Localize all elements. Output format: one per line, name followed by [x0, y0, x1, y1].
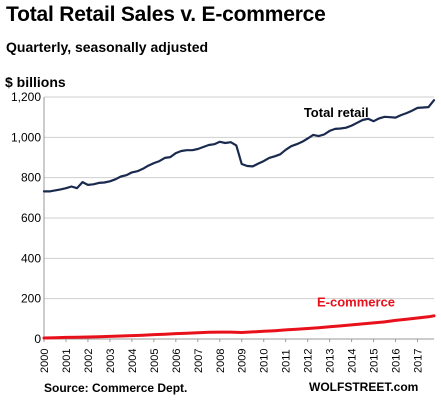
- x-axis-ticks: 2000 2001 2002 2003 2004 2005 2006 2007 2008 2009…: [39, 339, 425, 373]
- x-tick-label: 2017: [413, 349, 425, 373]
- x-tick-label: 2006: [171, 349, 183, 373]
- annotation-total-retail: Total retail: [304, 105, 369, 120]
- annotations: Total retail E-commerce: [304, 105, 395, 310]
- y-axis-ticks: 0 200 400 600 800 1,000 1,200: [11, 90, 41, 346]
- source-note: Source: Commerce Dept.: [44, 381, 188, 395]
- series-line-e-commerce: [42, 314, 436, 340]
- x-tick-label: 2000: [39, 349, 51, 373]
- x-tick-label: 2005: [149, 349, 161, 373]
- x-tick-label: 2008: [215, 349, 227, 373]
- x-tick-label: 2007: [193, 349, 205, 373]
- y-tick-label: 400: [21, 251, 41, 265]
- y-tick-label: 200: [21, 292, 41, 306]
- x-tick-label: 2015: [369, 349, 381, 373]
- x-tick-label: 2010: [259, 349, 271, 373]
- annotation-e-commerce: E-commerce: [317, 295, 395, 310]
- x-tick-label: 2009: [237, 349, 249, 373]
- y-tick-label: 800: [21, 171, 41, 185]
- x-tick-label: 2012: [303, 349, 315, 373]
- x-tick-label: 2002: [83, 349, 95, 373]
- x-tick-label: 2004: [127, 349, 139, 373]
- y-axis-label: $ billions: [5, 74, 66, 90]
- series-lines: [42, 99, 436, 340]
- x-tick-label: 2014: [347, 349, 359, 373]
- y-tick-label: 0: [34, 332, 41, 346]
- x-tick-label: 2001: [61, 349, 73, 373]
- y-tick-label: 600: [21, 211, 41, 225]
- y-tick-label: 1,200: [11, 90, 41, 104]
- site-credit: WOLFSTREET.com: [309, 380, 419, 394]
- x-tick-label: 2016: [391, 349, 403, 373]
- y-tick-label: 1,000: [11, 130, 41, 144]
- chart-title: Total Retail Sales v. E-commerce: [6, 3, 326, 26]
- series-line-total-retail: [42, 99, 436, 193]
- chart-subtitle: Quarterly, seasonally adjusted: [6, 39, 209, 55]
- x-tick-label: 2011: [281, 349, 293, 373]
- x-tick-label: 2003: [105, 349, 117, 373]
- x-tick-label: 2013: [325, 349, 337, 373]
- gridlines: [43, 96, 434, 340]
